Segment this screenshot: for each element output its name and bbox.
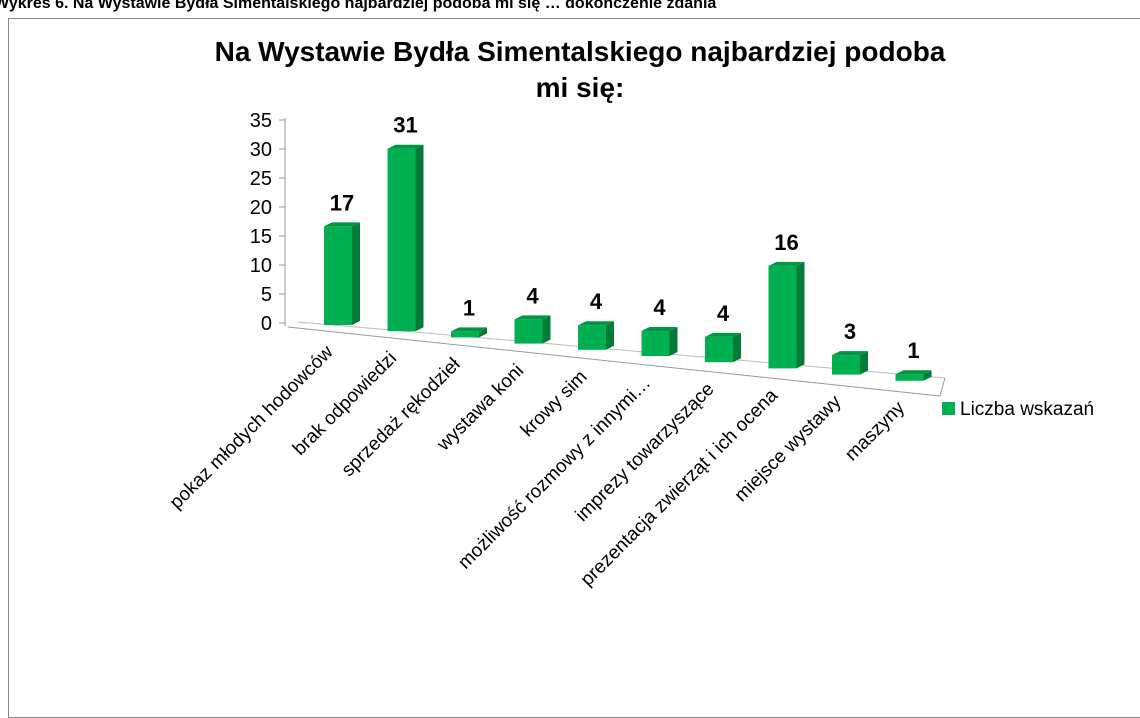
y-tick-label: 0 [261,313,272,335]
bar-side [542,315,551,344]
bar-top [324,222,360,227]
bar [578,325,606,350]
bar-side [415,144,424,332]
y-tick-label: 25 [250,168,272,190]
legend-label: Liczba wskazań [960,399,1094,420]
bar [768,265,797,369]
value-label: 4 [526,283,539,308]
x-tick-label: krowy sim [517,366,592,441]
bar-side [479,327,487,338]
bar [705,336,733,363]
caption: Wykres 6. Na Wystawie Bydła Simentalskie… [0,0,717,12]
y-tick-label: 30 [250,139,272,161]
y-tick-label: 35 [250,110,272,132]
value-label: 3 [844,319,856,344]
bar [641,331,670,356]
bar [514,319,543,344]
bar-side [352,222,360,325]
bar [832,355,860,375]
bar-side [606,321,614,350]
chart-title: Na Wystawie Bydła Simentalskiego najbard… [214,36,946,103]
bar-top [387,144,424,149]
value-label: 4 [653,295,666,320]
bar-side [733,332,741,363]
value-label: 1 [907,338,919,363]
bar [324,226,352,325]
y-tick-label: 10 [250,255,272,277]
y-tick-label: 15 [250,226,272,248]
bar-top [578,321,614,326]
bar [895,374,924,381]
floor-side [939,377,946,397]
y-tick-label: 5 [261,284,272,306]
x-tick-label: imprezy towarzyszące [572,379,719,526]
bar-side [923,370,932,381]
value-label: 31 [393,113,417,138]
value-label: 16 [774,230,798,255]
value-label: 4 [590,289,603,314]
bar-top [641,327,678,332]
bar-side [860,351,868,375]
bar [387,148,416,332]
floor-front [287,326,941,397]
bar-top [705,332,741,337]
bar-top [832,351,868,356]
value-label: 17 [330,190,354,215]
legend-swatch [942,402,955,415]
bar-side [669,327,678,356]
bar-top [768,261,805,266]
y-tick-label: 20 [250,197,272,219]
bar-side [796,261,805,369]
x-tick-label: maszyny [841,397,909,465]
bar-top [514,315,551,320]
bar [451,331,479,338]
bar-top [451,327,487,332]
value-label: 1 [463,295,475,320]
value-label: 4 [717,301,730,326]
x-tick-label: sprzedaż rękodzieł [338,354,465,481]
bar-top [895,370,932,375]
